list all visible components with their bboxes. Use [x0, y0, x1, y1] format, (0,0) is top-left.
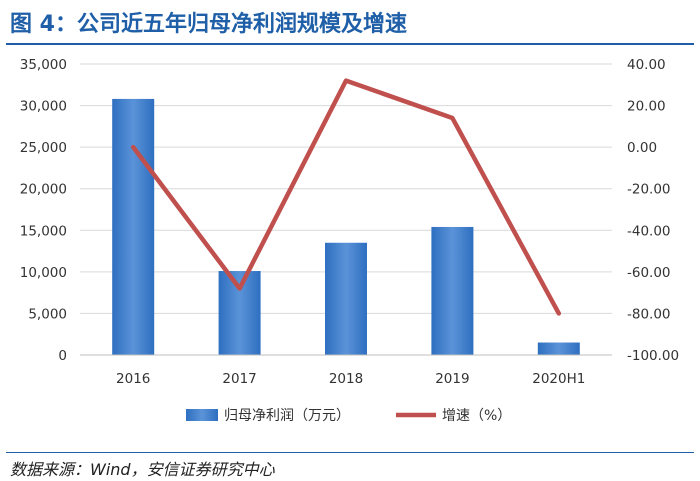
right-tick-label: 40.00	[627, 57, 666, 73]
x-tick-label: 2019	[435, 371, 469, 387]
chart-title: 图 4：公司近五年归母净利润规模及增速	[10, 12, 407, 37]
legend-line-label: 增速（%）	[442, 408, 511, 424]
right-tick-label: 0.00	[627, 140, 657, 156]
left-tick-label: 0	[58, 348, 67, 364]
source-divider	[6, 452, 694, 453]
legend-bar-label: 归母净利润（万元）	[224, 407, 350, 424]
left-tick-label: 10,000	[20, 265, 67, 281]
right-tick-label: -100.00	[627, 348, 679, 364]
bar	[112, 98, 155, 356]
right-tick-label: -80.00	[627, 306, 671, 322]
bar	[537, 342, 580, 355]
bar	[325, 242, 367, 355]
left-tick-label: 5,000	[28, 306, 67, 322]
right-tick-label: -40.00	[627, 223, 671, 239]
x-tick-label: 2018	[329, 371, 363, 387]
chart-canvas: 0 5,000 10,000 15,000 20,000 25,000 30,000 35,0…	[20, 57, 679, 424]
left-tick-label: 25,000	[20, 140, 67, 156]
right-tick-label: -60.00	[627, 265, 671, 281]
legend-bar-swatch	[186, 409, 218, 421]
right-tick-label: 20.00	[627, 99, 666, 115]
bar	[431, 226, 474, 355]
right-tick-label: -20.00	[627, 182, 671, 198]
left-tick-label: 35,000	[20, 57, 67, 73]
left-tick-label: 20,000	[20, 182, 67, 198]
x-tick-label: 2016	[116, 371, 150, 387]
title-divider	[6, 43, 694, 45]
x-tick-label: 2020H1	[532, 371, 585, 387]
left-tick-label: 30,000	[20, 99, 67, 115]
source-note: 数据来源：Wind，安信证券研究中心	[10, 460, 275, 479]
left-tick-label: 15,000	[20, 223, 67, 239]
x-tick-label: 2017	[222, 371, 256, 387]
